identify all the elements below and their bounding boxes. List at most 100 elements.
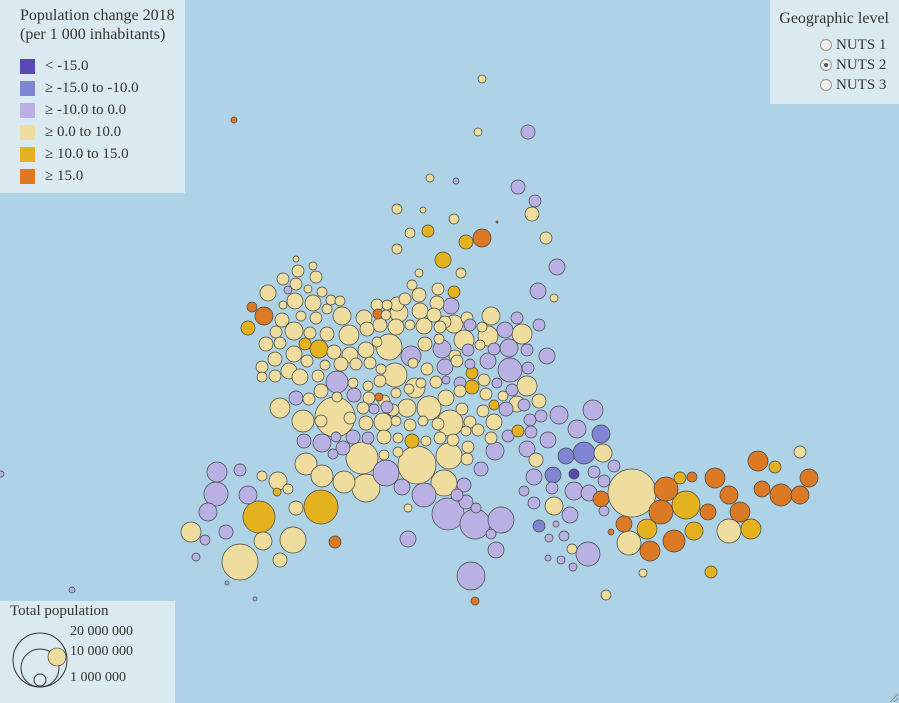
region-bubble[interactable] xyxy=(470,596,480,606)
region-bubble[interactable] xyxy=(391,243,403,255)
region-bubble[interactable] xyxy=(441,375,451,385)
region-bubble[interactable] xyxy=(456,561,486,591)
region-bubble[interactable] xyxy=(332,306,352,326)
region-bubble[interactable] xyxy=(393,478,411,496)
region-bubble[interactable] xyxy=(699,503,717,521)
region-bubble[interactable] xyxy=(455,267,467,279)
region-bubble[interactable] xyxy=(416,395,442,421)
region-bubble[interactable] xyxy=(272,552,288,568)
radio-icon[interactable] xyxy=(820,59,832,71)
region-bubble[interactable] xyxy=(793,445,807,459)
region-bubble[interactable] xyxy=(484,431,498,445)
region-bubble[interactable] xyxy=(673,471,687,485)
region-bubble[interactable] xyxy=(206,461,228,483)
region-bubble[interactable] xyxy=(303,284,313,294)
region-bubble[interactable] xyxy=(230,116,238,124)
region-bubble[interactable] xyxy=(435,442,463,470)
region-bubble[interactable] xyxy=(203,481,229,507)
region-bubble[interactable] xyxy=(516,375,538,397)
radio-icon[interactable] xyxy=(820,39,832,51)
region-bubble[interactable] xyxy=(485,441,505,461)
region-bubble[interactable] xyxy=(289,277,303,291)
region-bubble[interactable] xyxy=(221,543,259,581)
region-bubble[interactable] xyxy=(328,535,342,549)
region-bubble[interactable] xyxy=(309,311,323,325)
region-bubble[interactable] xyxy=(302,392,316,406)
region-bubble[interactable] xyxy=(615,515,633,533)
region-bubble[interactable] xyxy=(472,228,492,248)
region-bubble[interactable] xyxy=(456,477,472,493)
region-bubble[interactable] xyxy=(455,402,469,416)
region-bubble[interactable] xyxy=(406,279,418,291)
region-bubble[interactable] xyxy=(411,287,427,303)
region-bubble[interactable] xyxy=(753,480,771,498)
region-bubble[interactable] xyxy=(258,336,274,352)
region-bubble[interactable] xyxy=(453,384,467,398)
region-bubble[interactable] xyxy=(527,496,541,510)
region-bubble[interactable] xyxy=(499,338,519,358)
region-bubble[interactable] xyxy=(539,231,553,245)
region-bubble[interactable] xyxy=(566,543,578,555)
region-bubble[interactable] xyxy=(381,299,393,311)
region-bubble[interactable] xyxy=(511,424,525,438)
region-bubble[interactable] xyxy=(534,409,548,423)
region-bubble[interactable] xyxy=(404,319,416,331)
region-bubble[interactable] xyxy=(545,481,559,495)
region-bubble[interactable] xyxy=(420,362,434,376)
region-bubble[interactable] xyxy=(304,294,322,312)
region-bubble[interactable] xyxy=(518,440,536,458)
region-bubble[interactable] xyxy=(549,405,569,425)
region-bubble[interactable] xyxy=(274,312,290,328)
region-bubble[interactable] xyxy=(476,404,490,418)
region-bubble[interactable] xyxy=(740,518,762,540)
region-bubble[interactable] xyxy=(446,433,460,447)
region-bubble[interactable] xyxy=(607,468,657,518)
region-bubble[interactable] xyxy=(607,459,621,473)
region-bubble[interactable] xyxy=(544,496,564,516)
region-bubble[interactable] xyxy=(283,285,293,295)
region-bubble[interactable] xyxy=(373,412,393,432)
region-bubble[interactable] xyxy=(279,526,307,554)
region-bubble[interactable] xyxy=(375,363,387,375)
region-bubble[interactable] xyxy=(592,490,610,508)
region-bubble[interactable] xyxy=(361,431,375,445)
region-bubble[interactable] xyxy=(308,261,318,271)
region-bubble[interactable] xyxy=(704,467,726,489)
region-bubble[interactable] xyxy=(582,399,604,421)
region-bubble[interactable] xyxy=(520,124,536,140)
region-bubble[interactable] xyxy=(321,303,333,315)
region-bubble[interactable] xyxy=(392,446,404,458)
region-bubble[interactable] xyxy=(429,375,443,389)
region-bubble[interactable] xyxy=(356,401,370,415)
region-bubble[interactable] xyxy=(282,483,294,495)
region-bubble[interactable] xyxy=(616,530,642,556)
region-bubble[interactable] xyxy=(521,361,535,375)
region-bubble[interactable] xyxy=(463,318,477,332)
region-bubble[interactable] xyxy=(358,415,374,431)
region-bubble[interactable] xyxy=(349,357,363,371)
region-bubble[interactable] xyxy=(528,452,544,468)
region-bubble[interactable] xyxy=(414,268,424,278)
region-bubble[interactable] xyxy=(498,401,514,417)
region-bubble[interactable] xyxy=(437,389,455,407)
region-bubble[interactable] xyxy=(371,336,383,348)
region-bubble[interactable] xyxy=(549,293,559,303)
region-bubble[interactable] xyxy=(769,483,793,507)
region-bubble[interactable] xyxy=(404,227,416,239)
region-bubble[interactable] xyxy=(331,391,343,403)
region-bubble[interactable] xyxy=(368,403,380,415)
region-bubble[interactable] xyxy=(532,318,546,332)
region-bubble[interactable] xyxy=(532,519,546,533)
region-bubble[interactable] xyxy=(598,505,610,517)
region-bubble[interactable] xyxy=(253,531,273,551)
region-bubble[interactable] xyxy=(390,415,402,427)
region-bubble[interactable] xyxy=(485,528,497,540)
region-bubble[interactable] xyxy=(461,343,475,357)
region-bubble[interactable] xyxy=(593,443,613,463)
region-bubble[interactable] xyxy=(334,295,346,307)
region-bubble[interactable] xyxy=(464,379,480,395)
region-bubble[interactable] xyxy=(246,301,258,313)
region-bubble[interactable] xyxy=(548,258,566,276)
region-bubble[interactable] xyxy=(380,400,394,414)
